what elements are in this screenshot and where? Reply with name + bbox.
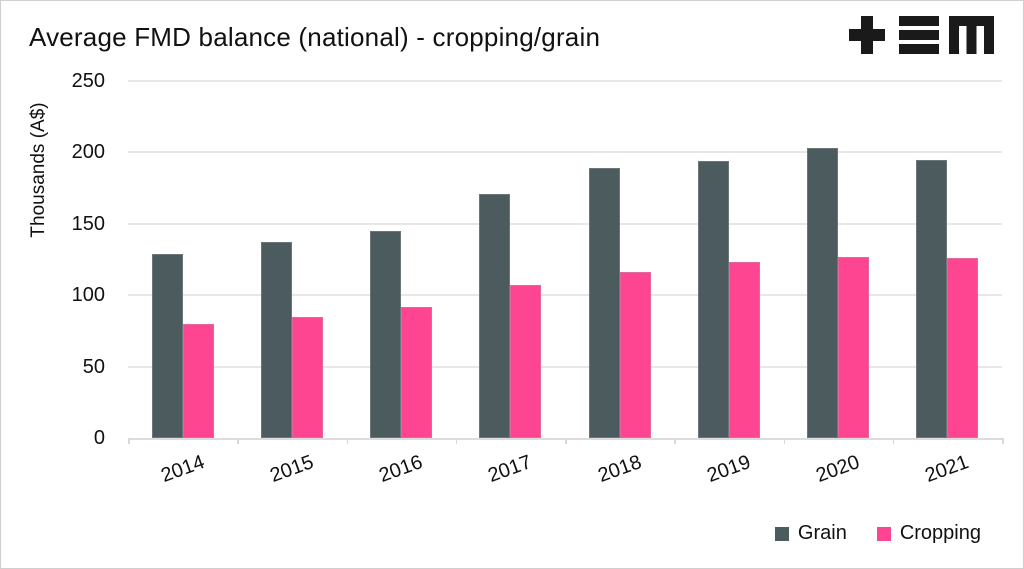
bar-cropping-2019: [728, 262, 760, 438]
x-label-2017: 2017: [485, 451, 535, 487]
y-tick-label-100: 100: [71, 284, 105, 307]
gridline-50: [128, 365, 1002, 368]
chart-title: Average FMD balance (national) - croppin…: [29, 22, 601, 52]
legend-item-grain: Grain: [774, 522, 847, 545]
grain-swatch: [774, 526, 789, 541]
x-tick-5: [674, 438, 676, 444]
x-tick-1: [237, 438, 239, 444]
bar-cropping-2017: [510, 285, 542, 438]
x-label-2018: 2018: [594, 451, 645, 487]
legend-item-cropping: Cropping: [876, 522, 981, 545]
bar-cropping-2021: [947, 258, 979, 438]
x-label-2016: 2016: [376, 451, 426, 487]
x-tick-3: [455, 438, 458, 444]
x-label-2021: 2021: [922, 451, 972, 487]
tem-logo-icon: [849, 15, 994, 55]
bar-grain-2020: [807, 148, 839, 438]
gridline-100: [128, 294, 1002, 297]
bar-grain-2021: [916, 159, 948, 438]
x-tick-8: [1002, 438, 1004, 444]
bar-grain-2017: [479, 193, 511, 438]
plot-area: 2014 2015 2016 2017 2018 2019 2020 2021: [128, 80, 1004, 487]
x-tick-0: [128, 438, 130, 444]
bar-cropping-2016: [401, 306, 433, 438]
cropping-swatch: [876, 526, 891, 541]
x-tick-4: [565, 438, 567, 444]
bar-grain-2015: [260, 242, 292, 438]
y-tick-label-200: 200: [71, 141, 105, 164]
bar-grain-2018: [588, 168, 620, 438]
gridline-200: [128, 151, 1002, 154]
legend-label-grain: Grain: [797, 522, 847, 544]
x-tick-7: [892, 438, 895, 444]
x-label-2020: 2020: [813, 451, 863, 487]
bar-cropping-2020: [838, 256, 870, 438]
y-tick-label-50: 50: [82, 355, 105, 378]
bar-grain-2019: [697, 160, 729, 438]
x-tick-2: [346, 438, 348, 444]
bar-grain-2014: [151, 253, 183, 438]
bar-cropping-2018: [619, 272, 651, 438]
legend-label-cropping: Cropping: [899, 522, 981, 544]
x-label-2015: 2015: [267, 451, 317, 487]
bar-cropping-2015: [291, 316, 323, 438]
gridline-250: [128, 80, 1002, 82]
bar-cropping-2014: [182, 323, 214, 438]
bar-grain-2016: [370, 230, 402, 438]
x-tick-6: [783, 438, 785, 444]
gridline-150: [128, 222, 1002, 225]
x-label-2014: 2014: [157, 451, 208, 487]
x-label-2019: 2019: [704, 451, 754, 487]
y-tick-label-150: 150: [71, 212, 105, 235]
y-tick-label-0: 0: [93, 427, 105, 449]
y-tick-label-250: 250: [71, 70, 105, 92]
legend: Grain Cropping: [774, 522, 981, 545]
